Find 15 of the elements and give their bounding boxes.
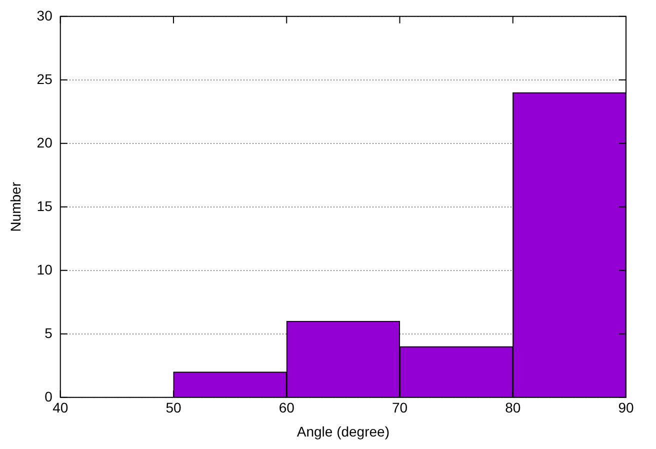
y-tick-label: 5: [44, 324, 53, 341]
y-tick-label: 30: [36, 7, 53, 24]
y-tick-label: 25: [36, 70, 53, 87]
y-axis-title: Number: [7, 182, 24, 232]
y-tick-label: 10: [36, 261, 53, 278]
y-tick-label: 20: [36, 134, 53, 150]
x-tick-label: 50: [166, 400, 182, 416]
y-tick-label: 0: [44, 388, 53, 404]
x-tick-label: 40: [52, 400, 68, 416]
x-tick-label: 80: [505, 400, 521, 416]
x-tick-label: 60: [278, 400, 295, 416]
y-tick-label: 15: [36, 198, 53, 214]
x-tick-label: 70: [392, 400, 408, 416]
x-tick-label: 90: [618, 400, 634, 416]
x-axis-title: Angle (degree): [296, 423, 390, 440]
